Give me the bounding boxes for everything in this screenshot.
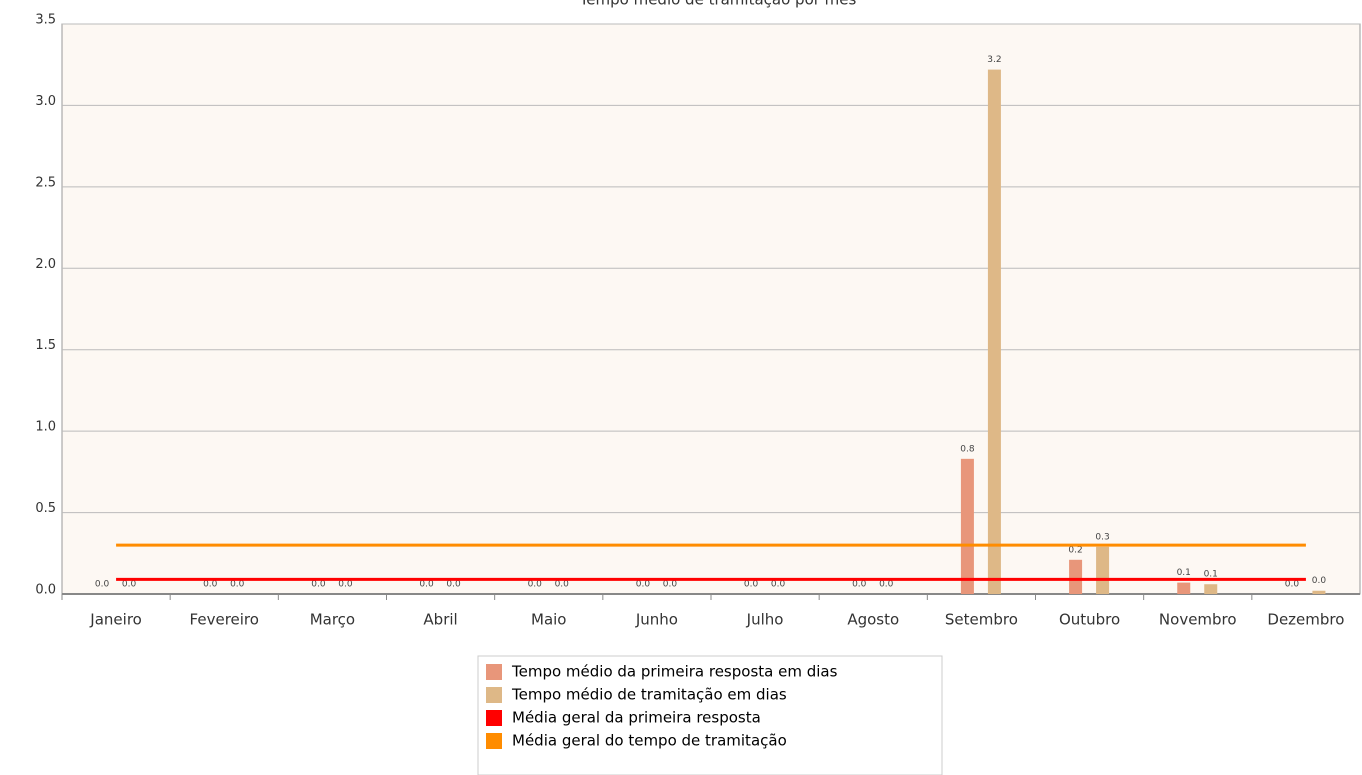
x-tick-label: Abril xyxy=(423,611,457,629)
value-label: 3.2 xyxy=(987,55,1001,65)
bar xyxy=(1177,582,1191,594)
x-tick-label: Novembro xyxy=(1159,611,1237,629)
value-label: 0.0 xyxy=(771,580,786,590)
value-label: 0.0 xyxy=(419,580,434,590)
y-tick-label: 1.5 xyxy=(35,338,56,353)
bar xyxy=(1069,559,1083,594)
x-tick-label: Julho xyxy=(746,611,784,629)
value-label: 0.0 xyxy=(555,580,570,590)
plot-area xyxy=(61,23,1361,595)
legend-swatch xyxy=(486,710,502,726)
bar xyxy=(987,69,1001,595)
x-tick-label: Janeiro xyxy=(89,611,142,629)
x-tick-label: Setembro xyxy=(945,611,1018,629)
y-tick-label: 2.0 xyxy=(35,257,56,272)
y-tick-label: 0.0 xyxy=(35,583,56,598)
x-tick-label: Fevereiro xyxy=(190,611,259,629)
value-label: 0.0 xyxy=(230,580,245,590)
value-label: 0.2 xyxy=(1068,545,1082,555)
legend-label: Média geral da primeira resposta xyxy=(512,709,761,727)
bar xyxy=(1096,546,1110,594)
x-tick-label: Agosto xyxy=(847,611,899,629)
legend-box xyxy=(477,655,943,775)
y-tick-label: 0.5 xyxy=(35,501,56,516)
y-tick-label: 3.0 xyxy=(35,94,56,109)
value-label: 0.0 xyxy=(203,580,218,590)
y-tick-label: 1.0 xyxy=(35,420,56,435)
y-tick-label: 2.5 xyxy=(35,175,56,190)
value-label: 0.0 xyxy=(663,580,678,590)
value-label: 0.0 xyxy=(122,580,137,590)
value-label: 0.1 xyxy=(1204,570,1218,580)
value-label: 0.0 xyxy=(528,580,543,590)
value-label: 0.0 xyxy=(338,580,353,590)
value-label: 0.0 xyxy=(311,580,326,590)
value-label: 0.0 xyxy=(446,580,461,590)
value-label: 0.0 xyxy=(879,580,894,590)
value-label: 0.0 xyxy=(1285,580,1300,590)
legend-swatch xyxy=(486,664,502,680)
x-tick-label: Junho xyxy=(635,611,678,629)
bar xyxy=(960,458,974,594)
legend-label: Tempo médio da primeira resposta em dias xyxy=(511,663,838,681)
legend-label: Média geral do tempo de tramitação xyxy=(512,732,787,750)
value-label: 0.0 xyxy=(744,580,759,590)
value-label: 0.0 xyxy=(95,580,110,590)
value-label: 0.8 xyxy=(960,444,975,454)
x-tick-label: Dezembro xyxy=(1267,611,1344,629)
value-label: 0.0 xyxy=(636,580,651,590)
legend-swatch xyxy=(486,687,502,703)
value-label: 0.1 xyxy=(1177,568,1191,578)
x-tick-label: Maio xyxy=(531,611,566,629)
legend-swatch xyxy=(486,733,502,749)
bar xyxy=(1312,590,1326,594)
legend-label: Tempo médio de tramitação em dias xyxy=(511,686,787,704)
value-label: 0.3 xyxy=(1095,532,1109,542)
chart-title: Tempo médio de tramitação por mês xyxy=(579,0,857,9)
value-label: 0.0 xyxy=(852,580,867,590)
value-label: 0.0 xyxy=(1312,576,1327,586)
bar xyxy=(1204,584,1218,594)
y-tick-label: 3.5 xyxy=(35,13,56,28)
x-tick-label: Março xyxy=(310,611,355,629)
x-tick-label: Outubro xyxy=(1059,611,1120,629)
